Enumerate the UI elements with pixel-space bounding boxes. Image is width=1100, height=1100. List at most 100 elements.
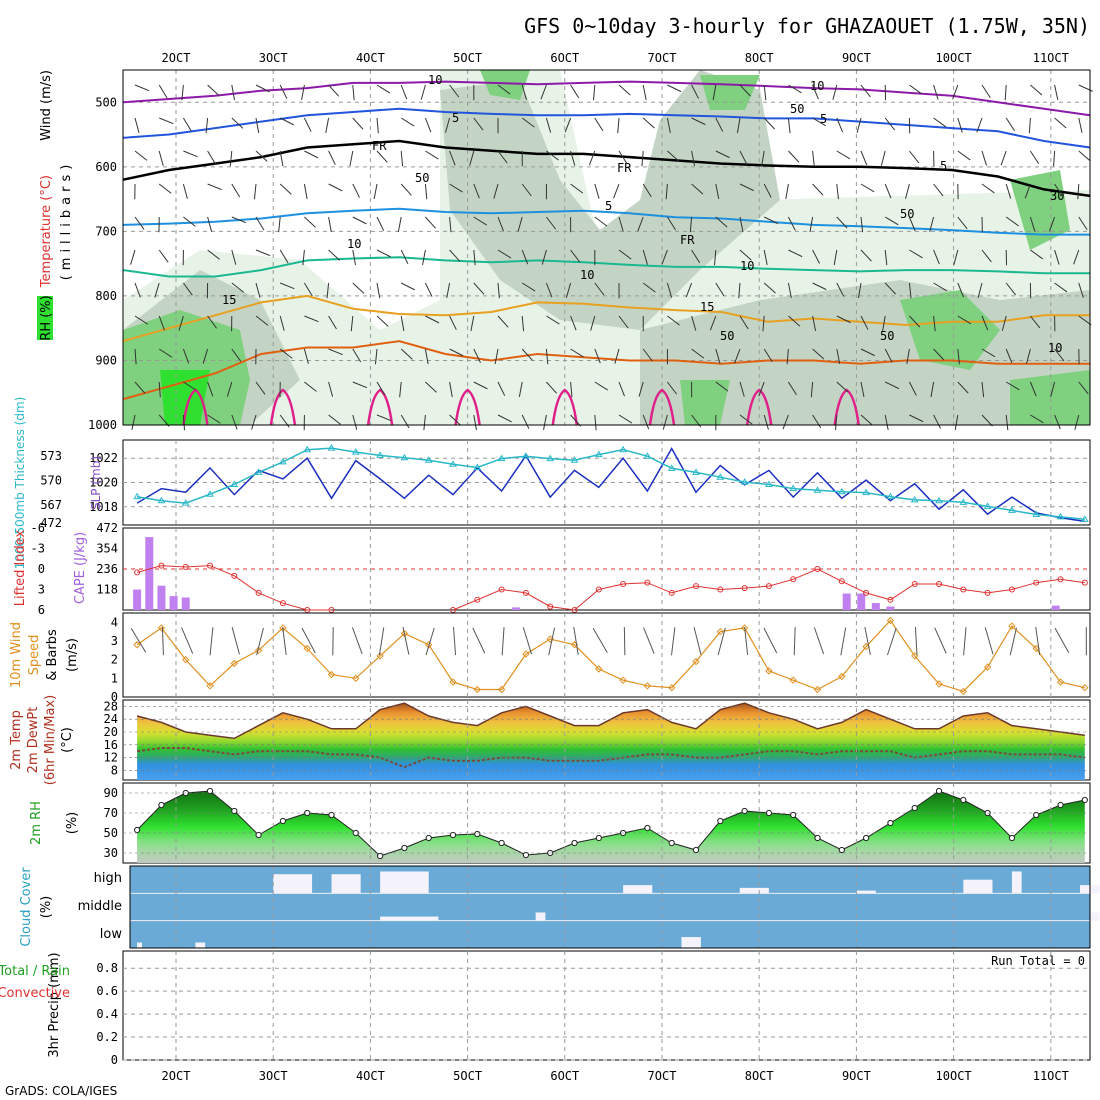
rh-tick-label: 70 xyxy=(104,806,118,820)
wind-barb xyxy=(884,348,893,363)
wind-barb xyxy=(738,282,741,299)
wind-barb xyxy=(131,414,136,431)
wind-barb-10m xyxy=(934,627,947,654)
warm-isotherm-bump xyxy=(454,388,481,426)
panel-frame xyxy=(129,865,1091,949)
wind-barb xyxy=(517,216,523,232)
wind-barb-10m xyxy=(130,628,147,653)
rh-marker xyxy=(741,807,748,815)
cape-tick-label: 236 xyxy=(96,562,118,576)
li-marker xyxy=(1008,586,1015,593)
wind-barb xyxy=(1005,282,1017,296)
wind-barb xyxy=(1024,183,1031,199)
wind-speed-marker xyxy=(327,670,336,679)
li-marker xyxy=(814,566,821,572)
wind-barb xyxy=(1054,348,1065,362)
wind-barb-10m xyxy=(840,627,847,656)
wind-barb xyxy=(494,348,499,365)
cloud-level-label: high xyxy=(94,871,122,886)
wind-barb xyxy=(763,183,772,198)
wind-barb xyxy=(933,348,945,361)
wind-barb xyxy=(1029,381,1037,397)
wind-barb xyxy=(325,117,330,134)
wind-barb xyxy=(691,249,701,264)
top-x-tick-label: 4OCT xyxy=(356,51,385,65)
bottom-x-tick-label: 9OCT xyxy=(842,1069,871,1083)
wind-barb xyxy=(207,381,214,397)
wind-barb xyxy=(352,282,365,294)
wind-barb xyxy=(1054,414,1061,430)
wind-barb xyxy=(665,183,668,200)
wind-barb xyxy=(836,117,844,133)
top-x-tick-label: 5OCT xyxy=(453,51,482,65)
pressure-tick-label: 500 xyxy=(95,95,117,109)
wind-barb xyxy=(206,282,209,299)
rh-legend-swatch xyxy=(37,296,53,340)
wind-barb xyxy=(182,414,186,431)
wind-speed-marker xyxy=(959,687,968,696)
top-x-tick-label: 11OCT xyxy=(1033,51,1069,65)
wind-barb xyxy=(181,84,184,101)
wind-barb xyxy=(231,249,237,265)
wind-barb xyxy=(739,249,752,261)
wind-barb xyxy=(884,216,899,226)
thickness-tick-label: 570 xyxy=(40,473,62,487)
wind-barb xyxy=(352,216,367,225)
li-marker xyxy=(231,572,238,579)
wind-barb xyxy=(981,249,992,263)
wind-barb xyxy=(618,249,632,260)
wind-barb xyxy=(715,150,730,159)
wind-barb xyxy=(642,414,650,430)
contour-label: 50 xyxy=(720,329,734,343)
contour-label: 10 xyxy=(428,73,442,87)
cloud-level-label: middle xyxy=(78,899,122,914)
temperature-tick-label: 12 xyxy=(104,751,118,765)
wind-barb xyxy=(374,348,378,365)
wind-barb xyxy=(1000,150,1007,166)
thickness-marker xyxy=(716,473,725,480)
wind-barb xyxy=(957,282,965,298)
wind-barb xyxy=(570,84,580,99)
wind-barb xyxy=(715,348,721,364)
wind-barb xyxy=(497,315,509,328)
precip-convective-label: Convective xyxy=(0,986,70,1001)
rh-marker xyxy=(692,846,700,854)
cape-bar xyxy=(512,607,521,610)
wind-barb xyxy=(691,117,706,126)
wind-barb xyxy=(739,315,749,330)
wind-barb xyxy=(1050,381,1056,397)
wind-barb xyxy=(739,414,753,425)
wind-barb xyxy=(400,414,410,429)
wind-barb xyxy=(761,150,765,167)
precip-tick-label: 0.2 xyxy=(96,1030,118,1044)
wind-speed-marker xyxy=(595,665,603,673)
wind-barb xyxy=(449,84,460,98)
wind-speed-marker xyxy=(206,682,214,690)
warm-isotherm-bump xyxy=(269,388,297,426)
wind-barb xyxy=(546,150,559,161)
rh-marker xyxy=(668,839,675,847)
wind-barb xyxy=(1005,216,1019,227)
wind-barb-10m xyxy=(522,627,533,655)
thickness-marker xyxy=(910,495,919,503)
wind-barb xyxy=(933,183,944,197)
wind-barb xyxy=(667,315,680,326)
isotherm-line xyxy=(122,139,1091,198)
wind-barb xyxy=(446,282,451,299)
rh-marker xyxy=(911,804,918,812)
li-tick-label: -6 xyxy=(31,521,45,535)
thickness-marker xyxy=(619,445,628,453)
wind-barb xyxy=(231,183,241,198)
rh-marker xyxy=(498,839,505,847)
panel-wind-10m: 0 1 2 3 4 10m Wind Speed & Barbs (m/s) xyxy=(9,612,1091,704)
wind-speed-marker xyxy=(619,676,627,684)
rh-marker xyxy=(790,811,797,819)
wind-barb xyxy=(812,282,827,291)
wind-barb-10m xyxy=(501,627,505,656)
li-marker xyxy=(765,583,772,590)
wind-barb xyxy=(1078,282,1084,298)
wind-barb xyxy=(279,348,293,359)
contour-label: 10 xyxy=(740,259,754,273)
wind-barb xyxy=(255,117,260,134)
